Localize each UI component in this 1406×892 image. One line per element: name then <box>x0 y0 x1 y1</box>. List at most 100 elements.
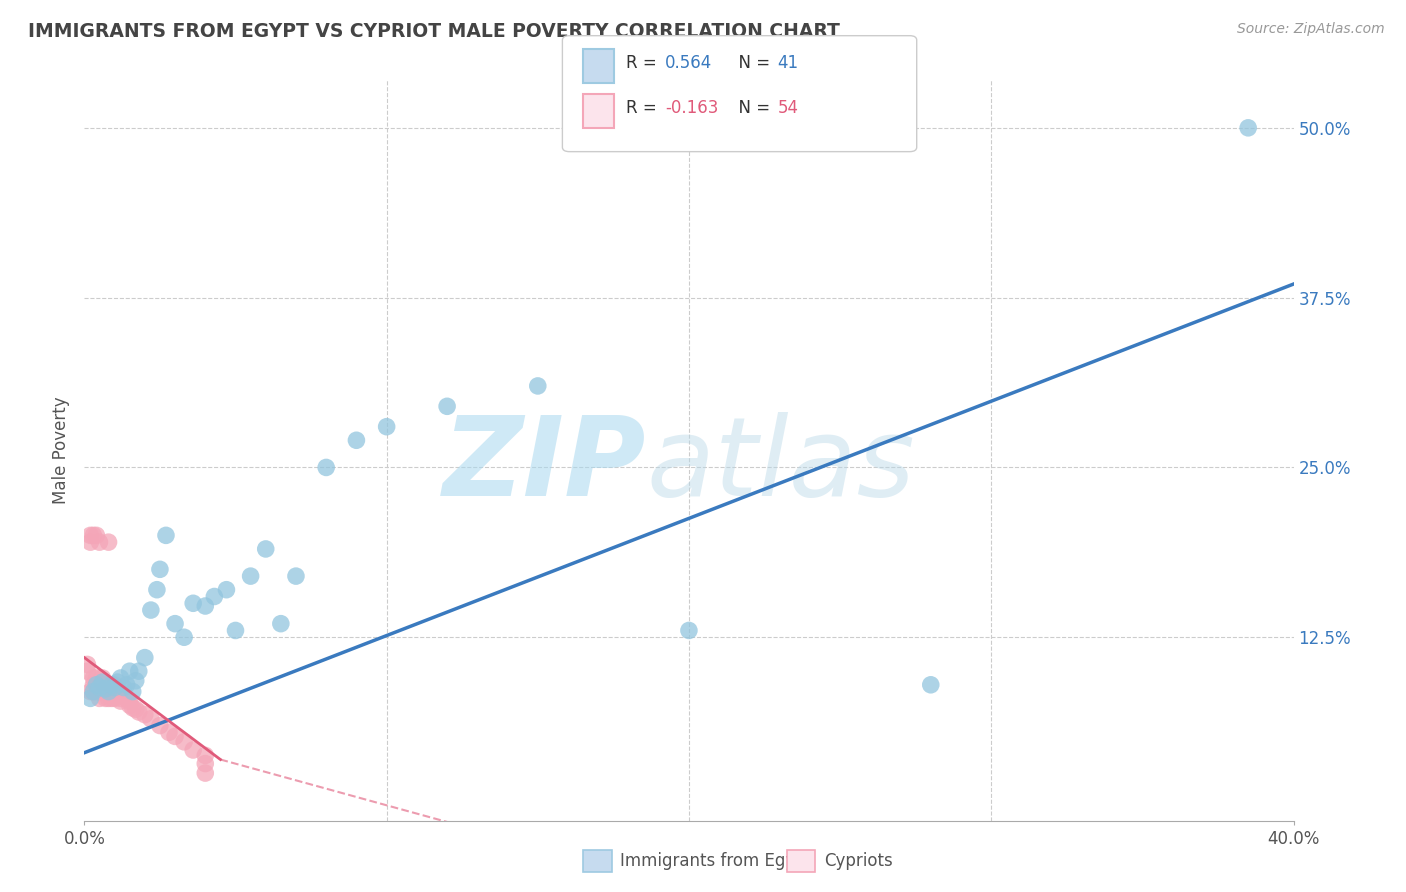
Point <box>165 730 187 744</box>
Point <box>375 419 398 434</box>
Text: Source: ZipAtlas.com: Source: ZipAtlas.com <box>1237 22 1385 37</box>
Point <box>110 671 132 685</box>
Text: N =: N = <box>728 99 776 117</box>
Text: Immigrants from Egypt: Immigrants from Egypt <box>620 852 813 871</box>
Point <box>110 694 132 708</box>
Point <box>86 678 108 692</box>
Point <box>139 712 162 726</box>
Point <box>134 650 156 665</box>
Point <box>97 678 120 692</box>
Point <box>194 748 217 763</box>
Point <box>82 684 104 698</box>
Point <box>112 689 135 703</box>
Point <box>155 528 177 542</box>
Point <box>128 705 150 719</box>
Point <box>112 681 135 695</box>
Point <box>1237 120 1260 135</box>
Point <box>110 691 132 706</box>
Point <box>194 756 217 771</box>
Point <box>94 678 117 692</box>
Point <box>128 664 150 678</box>
Text: R =: R = <box>626 54 662 72</box>
Point <box>436 400 458 414</box>
Text: -0.163: -0.163 <box>665 99 718 117</box>
Point <box>76 664 98 678</box>
Point <box>79 528 101 542</box>
Point <box>91 675 114 690</box>
Point <box>97 691 120 706</box>
Point <box>118 694 141 708</box>
Point <box>82 684 104 698</box>
Y-axis label: Male Poverty: Male Poverty <box>52 397 70 504</box>
Point <box>76 657 98 672</box>
Point <box>89 535 111 549</box>
Text: IMMIGRANTS FROM EGYPT VS CYPRIOT MALE POVERTY CORRELATION CHART: IMMIGRANTS FROM EGYPT VS CYPRIOT MALE PO… <box>28 22 839 41</box>
Point <box>100 691 122 706</box>
Point <box>97 684 120 698</box>
Text: 41: 41 <box>778 54 799 72</box>
Point <box>107 681 129 696</box>
Point <box>173 630 195 644</box>
Point <box>100 684 122 698</box>
Point <box>157 725 180 739</box>
Point <box>215 582 238 597</box>
Point <box>107 689 129 703</box>
Point <box>104 681 127 695</box>
Point <box>239 569 262 583</box>
Point <box>91 678 114 692</box>
Point <box>678 624 700 638</box>
Point <box>134 707 156 722</box>
Point <box>121 684 143 698</box>
Point <box>94 681 117 696</box>
Point <box>146 582 169 597</box>
Point <box>89 681 111 695</box>
Text: Cypriots: Cypriots <box>824 852 893 871</box>
Point <box>225 624 247 638</box>
Text: 54: 54 <box>778 99 799 117</box>
Point <box>79 691 101 706</box>
Point <box>86 671 108 685</box>
Point <box>86 678 108 692</box>
Point <box>165 616 187 631</box>
Point <box>115 691 138 706</box>
Point <box>125 702 148 716</box>
Point <box>149 718 172 732</box>
Point <box>315 460 337 475</box>
Point <box>121 701 143 715</box>
Point <box>104 678 127 692</box>
Point <box>79 684 101 698</box>
Point <box>89 678 111 692</box>
Point <box>285 569 308 583</box>
Point <box>920 678 942 692</box>
Point <box>82 528 104 542</box>
Point <box>100 678 122 692</box>
Point <box>86 684 108 698</box>
Point <box>118 698 141 713</box>
Point <box>91 671 114 685</box>
Point <box>94 691 117 706</box>
Text: 0.564: 0.564 <box>665 54 713 72</box>
Point <box>139 603 162 617</box>
Point <box>94 684 117 698</box>
Point <box>115 678 138 692</box>
Point <box>79 535 101 549</box>
Point <box>89 691 111 706</box>
Point <box>173 735 195 749</box>
Point <box>254 541 277 556</box>
Point <box>97 684 120 698</box>
Point <box>181 596 204 610</box>
Point <box>118 664 141 678</box>
Text: ZIP: ZIP <box>443 412 647 519</box>
Point <box>194 599 217 613</box>
Text: R =: R = <box>626 99 662 117</box>
Point <box>104 691 127 706</box>
Point <box>97 535 120 549</box>
Point <box>82 678 104 692</box>
Point <box>202 590 225 604</box>
Point <box>194 766 217 780</box>
Point <box>82 671 104 685</box>
Point <box>91 684 114 698</box>
Point <box>346 434 368 448</box>
Point <box>149 562 172 576</box>
Point <box>86 528 108 542</box>
